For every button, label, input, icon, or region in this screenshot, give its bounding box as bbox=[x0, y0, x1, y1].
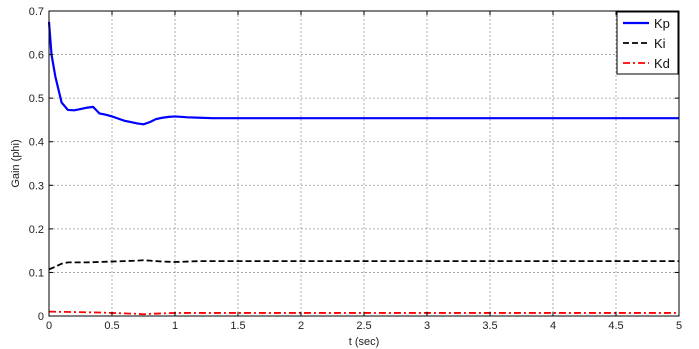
y-tick-label: 0 bbox=[38, 311, 44, 323]
series-layer bbox=[47, 21, 679, 316]
legend-label-kp: Kp bbox=[654, 16, 670, 31]
grid bbox=[49, 11, 679, 316]
y-axis-label: Gain (phi) bbox=[10, 139, 22, 187]
x-tick-label: 2 bbox=[298, 320, 304, 332]
legend: Kp Ki Kd bbox=[616, 11, 679, 75]
legend-label-kd: Kd bbox=[654, 56, 670, 71]
tick-labels: 0 0.5 1 1.5 2 2.5 3 3.5 4 4.5 5 0 0.1 0.2 0.3 0.4 0.5 0.6… bbox=[29, 6, 682, 332]
x-tick-label: 5 bbox=[676, 320, 682, 332]
x-tick-label: 4.5 bbox=[608, 320, 623, 332]
y-tick-label: 0.5 bbox=[29, 93, 44, 105]
x-tick-label: 1.5 bbox=[230, 320, 245, 332]
legend-label-ki: Ki bbox=[654, 36, 666, 51]
y-tick-label: 0.3 bbox=[29, 180, 44, 192]
x-tick-label: 3.5 bbox=[482, 320, 497, 332]
y-tick-label: 0.7 bbox=[29, 6, 44, 18]
series-ki-line bbox=[48, 259, 679, 271]
y-tick-label: 0.6 bbox=[29, 50, 44, 62]
x-axis-label: t (sec) bbox=[349, 336, 380, 348]
x-tick-label: 2.5 bbox=[356, 320, 371, 332]
x-tick-label: 1 bbox=[172, 320, 178, 332]
x-tick-label: 4 bbox=[550, 320, 556, 332]
x-tick-label: 0 bbox=[46, 320, 52, 332]
series-kd-line bbox=[48, 310, 679, 316]
y-tick-label: 0.2 bbox=[29, 224, 44, 236]
series-kp-line bbox=[47, 21, 679, 126]
y-tick-label: 0.4 bbox=[29, 137, 44, 149]
x-tick-label: 3 bbox=[424, 320, 430, 332]
ticks bbox=[48, 10, 680, 317]
y-tick-label: 0.1 bbox=[29, 267, 44, 279]
x-tick-label: 0.5 bbox=[104, 320, 119, 332]
